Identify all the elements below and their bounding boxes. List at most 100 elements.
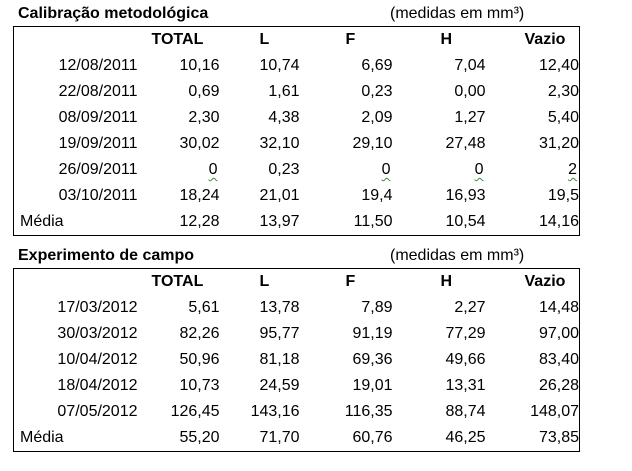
date-cell: 19/09/2011: [58, 135, 138, 152]
header-vazio: Vazio: [524, 273, 566, 290]
header-total: TOTAL: [151, 273, 204, 290]
f-cell: 29,10: [352, 135, 393, 152]
f-cell: 116,35: [344, 403, 393, 420]
table-row: 30/03/2012 82,26 95,77 91,19 77,29 97,00: [14, 321, 580, 347]
l-cell: 143,16: [250, 403, 300, 420]
table-row: 12/08/2011 10,16 10,74 6,69 7,04 12,40: [14, 53, 580, 79]
l-cell: 13,78: [259, 299, 300, 316]
vazio-cell: 14,16: [538, 213, 579, 230]
l-cell: 95,77: [259, 325, 300, 342]
average-row: Média 12,28 13,97 11,50 10,54 14,16: [14, 209, 580, 236]
total-cell: 0: [138, 157, 220, 183]
l-cell: 24,59: [259, 377, 300, 394]
table-row: 22/08/2011 0,69 1,61 0,23 0,00 2,30: [14, 79, 580, 105]
date-cell: 30/03/2012: [57, 325, 138, 342]
h-cell: 46,25: [445, 429, 486, 446]
header-cell-blank: [14, 27, 138, 54]
h-cell: 0,00: [454, 83, 486, 100]
total-cell: 2,30: [188, 109, 220, 126]
header-row: TOTAL L F H Vazio: [14, 269, 580, 296]
header-row: TOTAL L F H Vazio: [14, 27, 580, 54]
vazio-cell: 12,40: [538, 57, 579, 74]
header-total: TOTAL: [151, 31, 204, 48]
average-row: Média 55,20 71,70 60,76 46,25 73,85: [14, 425, 580, 452]
f-cell: 60,76: [352, 429, 393, 446]
date-cell: 22/08/2011: [58, 83, 138, 100]
vazio-cell: 83,40: [538, 351, 579, 368]
l-cell: 32,10: [259, 135, 300, 152]
f-cell: 19,4: [361, 187, 393, 204]
date-cell: 08/09/2011: [58, 109, 138, 126]
section-calibracao: Calibração metodológica (medidas em mm³)…: [13, 4, 580, 236]
f-cell: 91,19: [352, 325, 393, 342]
section-header: Calibração metodológica (medidas em mm³): [13, 4, 579, 26]
data-table: TOTAL L F H Vazio 12/08/2011 10,16 10,74…: [13, 26, 580, 236]
header-f: F: [345, 273, 356, 290]
date-cell: 17/03/2012: [57, 299, 138, 316]
header-cell-blank: [14, 269, 138, 296]
total-cell: 82,26: [179, 325, 220, 342]
section-experimento: Experimento de campo (medidas em mm³) TO…: [13, 246, 580, 452]
total-cell: 10,73: [179, 377, 220, 394]
data-table: TOTAL L F H Vazio 17/03/2012 5,61 13,78 …: [13, 268, 580, 452]
table-row: 26/09/2011 0 0,23 0 0 2: [14, 157, 580, 183]
vazio-cell: 2: [486, 157, 580, 183]
h-cell: 10,54: [445, 213, 486, 230]
f-cell: 19,01: [352, 377, 393, 394]
f-cell: 7,89: [361, 299, 393, 316]
total-cell: 12,28: [179, 213, 220, 230]
table-row: 10/04/2012 50,96 81,18 69,36 49,66 83,40: [14, 347, 580, 373]
date-cell: 12/08/2011: [58, 57, 138, 74]
h-cell: 13,31: [445, 377, 486, 394]
h-cell: 88,74: [445, 403, 486, 420]
total-cell: 0,69: [188, 83, 220, 100]
section-header: Experimento de campo (medidas em mm³): [13, 246, 579, 268]
vazio-cell: 14,48: [538, 299, 579, 316]
table-row: 19/09/2011 30,02 32,10 29,10 27,48 31,20: [14, 131, 580, 157]
h-cell: 16,93: [445, 187, 486, 204]
f-cell: 0,23: [361, 83, 393, 100]
date-cell: 26/09/2011: [58, 161, 138, 178]
vazio-cell: 5,40: [547, 109, 579, 126]
vazio-cell: 19,5: [547, 187, 579, 204]
vazio-cell: 2,30: [547, 83, 579, 100]
table-row: 07/05/2012 126,45 143,16 116,35 88,74 14…: [14, 399, 580, 425]
table-row: 08/09/2011 2,30 4,38 2,09 1,27 5,40: [14, 105, 580, 131]
h-cell: 2,27: [454, 299, 486, 316]
average-label: Média: [20, 213, 64, 230]
l-cell: 13,97: [259, 213, 300, 230]
l-cell: 0,23: [268, 161, 300, 178]
total-value: 0: [208, 161, 218, 178]
total-cell: 10,16: [179, 57, 220, 74]
f-cell: 2,09: [361, 109, 393, 126]
total-cell: 5,61: [188, 299, 220, 316]
l-cell: 1,61: [268, 83, 300, 100]
date-cell: 07/05/2012: [57, 403, 138, 420]
f-cell: 11,50: [353, 213, 393, 230]
section-title: Experimento de campo: [18, 247, 195, 264]
date-cell: 10/04/2012: [57, 351, 138, 368]
h-cell: 27,48: [445, 135, 486, 152]
total-cell: 50,96: [179, 351, 220, 368]
total-cell: 30,02: [179, 135, 220, 152]
average-label: Média: [20, 429, 64, 446]
h-cell: 49,66: [445, 351, 486, 368]
section-title: Calibração metodológica: [18, 5, 209, 22]
units-note: (medidas em mm³): [390, 5, 525, 22]
l-cell: 81,18: [259, 351, 300, 368]
h-cell: 0: [393, 157, 486, 183]
header-f: F: [345, 31, 356, 48]
date-cell: 18/04/2012: [57, 377, 138, 394]
vazio-cell: 26,28: [538, 377, 579, 394]
h-cell: 77,29: [445, 325, 486, 342]
vazio-cell: 148,07: [530, 403, 579, 420]
date-cell: 03/10/2011: [58, 187, 138, 204]
h-cell: 1,27: [454, 109, 486, 126]
vazio-cell: 97,00: [538, 325, 579, 342]
l-cell: 10,74: [259, 57, 300, 74]
vazio-cell: 31,20: [538, 135, 579, 152]
header-vazio: Vazio: [524, 31, 566, 48]
table-row: 03/10/2011 18,24 21,01 19,4 16,93 19,5: [14, 183, 580, 209]
f-value: 0: [381, 161, 391, 178]
l-cell: 71,70: [259, 429, 300, 446]
